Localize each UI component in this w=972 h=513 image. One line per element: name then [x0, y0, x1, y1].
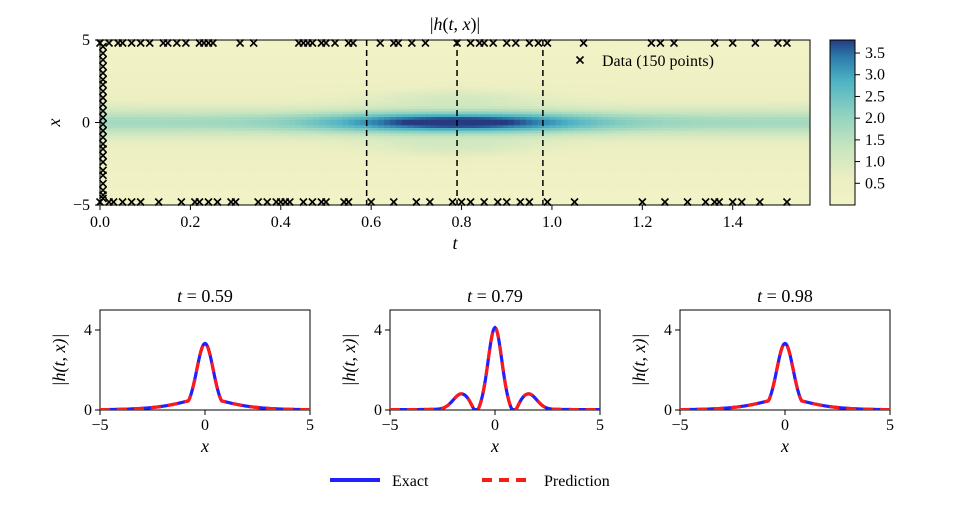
- colorbar: 0.5 1.0 1.5 2.0 2.5 3.0 3.5: [830, 40, 885, 205]
- slice-title: t = 0.98: [757, 286, 813, 306]
- figure-root: 0.00.20.40.60.81.01.21.4−505tx|h(t, x)|D…: [0, 0, 972, 513]
- slice-xtick: 0: [201, 417, 209, 434]
- legend-label: Prediction: [544, 473, 610, 490]
- slice-ytick: 4: [84, 322, 92, 339]
- slice-panel: −50504|h(t, x)|xt = 0.79: [339, 286, 604, 456]
- heatmap-title: |h(t, x)|: [430, 14, 480, 35]
- heatmap-panel: 0.0 0.2 0.4 0.6 0.8 1.0 1.2 1.4 −5 0 5 t x |h(t, x)| D…: [44, 14, 811, 253]
- colorbar-tick: 2.0: [865, 110, 885, 127]
- heatmap-xtick: 1.0: [542, 214, 562, 231]
- slice-ytick: 4: [374, 322, 382, 339]
- heatmap-legend-label: Data (150 points): [602, 53, 714, 70]
- exact-line: [390, 328, 600, 410]
- heatmap-xtick: 0.4: [271, 214, 291, 231]
- heatmap-ytick: 0: [82, 115, 90, 132]
- slice-xlabel: x: [200, 436, 209, 456]
- slice-xtick: 0: [491, 417, 499, 434]
- slice-panel: −50504|h(t, x)|xt = 0.59: [49, 286, 314, 456]
- slice-xtick: −5: [91, 417, 108, 434]
- heatmap-ytick: 5: [82, 32, 90, 49]
- colorbar-tick: 3.0: [865, 67, 885, 84]
- slice-xtick: −5: [671, 417, 688, 434]
- slice-xlabel: x: [490, 436, 499, 456]
- heatmap-xtick: 0.6: [361, 214, 381, 231]
- heatmap-xtick: 0.2: [180, 214, 200, 231]
- bottom-legend: Exact Prediction: [330, 473, 610, 490]
- colorbar-tick: 1.0: [865, 154, 885, 171]
- exact-line: [100, 343, 310, 409]
- slice-xtick: 5: [596, 417, 604, 434]
- colorbar-tick: 0.5: [865, 175, 885, 192]
- slice-xtick: 5: [306, 417, 314, 434]
- exact-line: [680, 343, 890, 409]
- slice-xtick: −5: [381, 417, 398, 434]
- slice-ylabel: |h(t, x)|: [629, 334, 650, 387]
- prediction-line: [680, 343, 890, 409]
- heatmap-xtick: 1.4: [723, 214, 743, 231]
- slice-ytick: 4: [664, 322, 672, 339]
- slice-ytick: 0: [84, 402, 92, 419]
- heatmap-xtick: 1.2: [632, 214, 652, 231]
- prediction-line: [100, 343, 310, 409]
- slice-ylabel: |h(t, x)|: [339, 334, 360, 387]
- prediction-line: [390, 328, 600, 410]
- colorbar-tick: 2.5: [865, 88, 885, 105]
- slice-ylabel: |h(t, x)|: [49, 334, 70, 387]
- slice-xtick: 0: [781, 417, 789, 434]
- heatmap-ytick: −5: [73, 197, 90, 214]
- slice-xtick: 5: [886, 417, 894, 434]
- heatmap-ylabel: x: [44, 119, 64, 128]
- heatmap-xlabel: t: [452, 233, 458, 253]
- heatmap-xtick: 0.8: [452, 214, 472, 231]
- slice-title: t = 0.79: [467, 286, 523, 306]
- heatmap-legend: Data (150 points): [602, 53, 714, 70]
- heatmap-xtick: 0.0: [90, 214, 110, 231]
- slice-ytick: 0: [664, 402, 672, 419]
- legend-label: Exact: [392, 473, 429, 490]
- slice-title: t = 0.59: [177, 286, 233, 306]
- slice-ytick: 0: [374, 402, 382, 419]
- slice-xlabel: x: [780, 436, 789, 456]
- colorbar-tick: 1.5: [865, 132, 885, 149]
- slice-panel: −50504|h(t, x)|xt = 0.98: [629, 286, 894, 456]
- colorbar-tick: 3.5: [865, 45, 885, 62]
